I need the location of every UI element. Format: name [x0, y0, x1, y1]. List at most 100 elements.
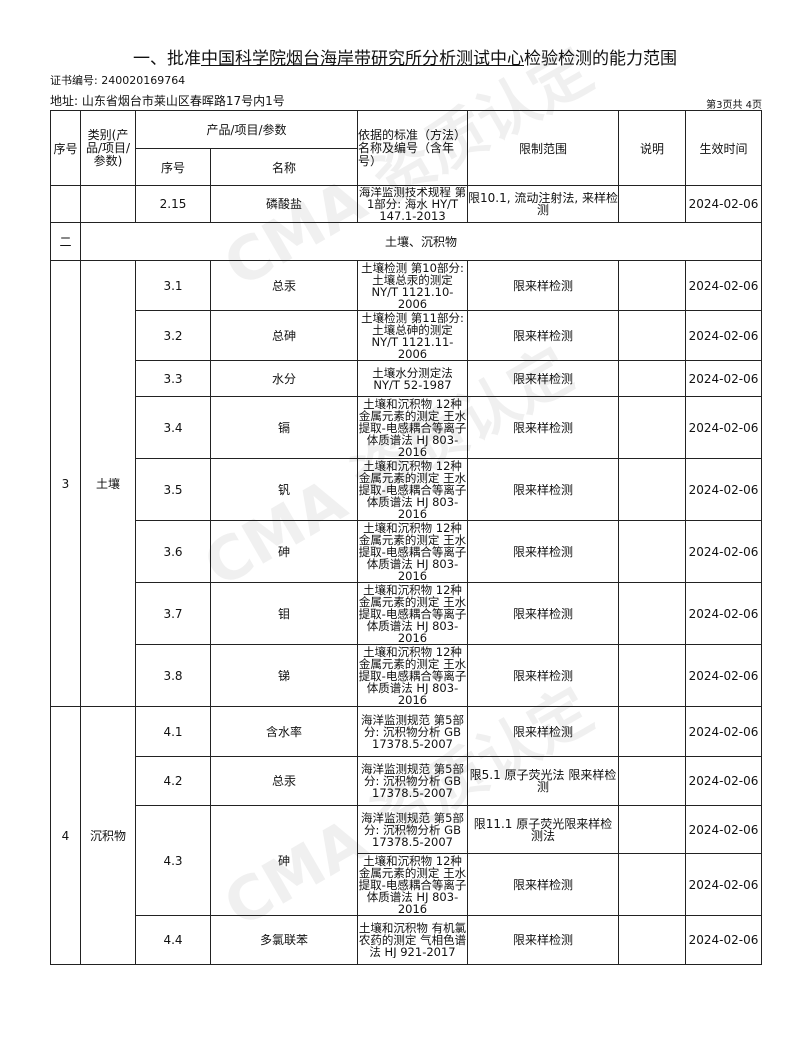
table-row: 3.4 镉土壤和沉积物 12种金属元素的测定 王水提取-电感耦合等离子体质谱法 H… [51, 396, 762, 459]
certificate-number: 证书编号: 240020169764 [50, 74, 186, 87]
item-standard: 土壤和沉积物 12种金属元素的测定 王水提取-电感耦合等离子体质谱法 HJ 80… [357, 520, 468, 583]
table-row: 4.2 总汞 海洋监测规范 第5部分: 沉积物分析 GB 17378.5-2007 限… [51, 756, 762, 806]
table-row: 4.4 多氯联苯 土壤和沉积物 有机氯农药的测定 气相色谱法 HJ 921-2017… [51, 915, 762, 965]
capability-table: 序号 类别(产品/项目/参数) 产品/项目/参数 依据的标准（方法）名称及编号（… [50, 110, 762, 965]
item-limit: 限11.1 原子荧光限来样检测法 [467, 805, 619, 854]
item-name: 锑 [210, 644, 358, 707]
page-title: 一、批准中国科学院烟台海岸带研究所分析测试中心检验检测的能力范围 [133, 49, 677, 69]
table-row: 3.6 砷土壤和沉积物 12种金属元素的测定 王水提取-电感耦合等离子体质谱法 H… [51, 520, 762, 583]
item-seq: 4.3 [135, 805, 211, 916]
item-note [618, 520, 686, 583]
item-seq: 2.15 [135, 185, 211, 223]
header-date: 生效时间 [685, 110, 762, 186]
table-row: 4.3 砷海洋监测规范 第5部分: 沉积物分析 GB 17378.5-2007 限1… [51, 805, 762, 916]
item-seq: 3.8 [135, 644, 211, 707]
item-name: 砷 [210, 805, 358, 916]
table-row: 3.5 钒土壤和沉积物 12种金属元素的测定 王水提取-电感耦合等离子体质谱法 H… [51, 458, 762, 521]
item-limit: 限10.1, 流动注射法, 来样检测 [467, 185, 619, 223]
group-category: 土壤 [80, 260, 136, 707]
item-name: 水分 [210, 360, 358, 397]
item-name: 镉 [210, 396, 358, 459]
item-name: 总汞 [210, 260, 358, 311]
item-seq: 3.7 [135, 582, 211, 645]
table-row: 3.8 锑土壤和沉积物 12种金属元素的测定 王水提取-电感耦合等离子体质谱法 H… [51, 644, 762, 707]
item-limit: 限来样检测 [467, 915, 619, 965]
organization-name: 中国科学院烟台海岸带研究所分析测试中心 [201, 49, 524, 69]
item-name: 总汞 [210, 756, 358, 806]
item-name: 多氯联苯 [210, 915, 358, 965]
group-seq: 3 [50, 260, 81, 707]
item-standard: 海洋监测技术规程 第1部分: 海水 HY/T 147.1-2013 [357, 185, 468, 223]
item-seq: 3.2 [135, 310, 211, 361]
item-name: 总砷 [210, 310, 358, 361]
item-note [618, 185, 686, 223]
item-limit: 限来样检测 [467, 706, 619, 757]
item-note [618, 915, 686, 965]
item-limit: 限来样检测 [467, 582, 619, 645]
item-limit: 限来样检测 [467, 396, 619, 459]
item-note [618, 260, 686, 311]
item-date: 2024-02-06 [685, 756, 762, 806]
group-seq [50, 185, 81, 223]
item-name: 砷 [210, 520, 358, 583]
item-limit: 限来样检测 [467, 853, 619, 916]
item-standard: 土壤和沉积物 有机氯农药的测定 气相色谱法 HJ 921-2017 [357, 915, 468, 965]
address: 地址: 山东省烟台市莱山区春晖路17号内1号 [50, 94, 285, 108]
item-standard: 土壤和沉积物 12种金属元素的测定 王水提取-电感耦合等离子体质谱法 HJ 80… [357, 458, 468, 521]
header-name: 名称 [210, 148, 358, 186]
table-row: 4 沉积物 4.1 含水率 海洋监测规范 第5部分: 沉积物分析 GB 17378.5-… [50, 706, 762, 965]
item-limit: 限来样检测 [467, 644, 619, 707]
item-seq: 4.2 [135, 756, 211, 806]
table-row: 3.7 钼土壤和沉积物 12种金属元素的测定 王水提取-电感耦合等离子体质谱法 H… [51, 582, 762, 645]
item-date: 2024-02-06 [685, 915, 762, 965]
header-standard: 依据的标准（方法）名称及编号（含年号） [357, 110, 468, 186]
item-note [618, 756, 686, 806]
item-note [618, 706, 686, 757]
item-note [618, 360, 686, 397]
item-limit: 限来样检测 [467, 260, 619, 311]
item-date: 2024-02-06 [685, 310, 762, 361]
item-standard: 土壤和沉积物 12种金属元素的测定 王水提取-电感耦合等离子体质谱法 HJ 80… [357, 396, 468, 459]
item-seq: 4.1 [135, 706, 211, 757]
header-sub-seq: 序号 [135, 148, 211, 186]
item-limit: 限来样检测 [467, 360, 619, 397]
item-seq: 3.4 [135, 396, 211, 459]
item-standard: 土壤和沉积物 12种金属元素的测定 王水提取-电感耦合等离子体质谱法 HJ 80… [357, 644, 468, 707]
item-standard: 土壤和沉积物 12种金属元素的测定 王水提取-电感耦合等离子体质谱法 HJ 80… [357, 853, 468, 916]
item-date: 2024-02-06 [685, 185, 762, 223]
table-row: 2.15 磷酸盐 海洋监测技术规程 第1部分: 海水 HY/T 147.1-2013… [50, 185, 762, 223]
item-date: 2024-02-06 [685, 644, 762, 707]
item-standard: 海洋监测规范 第5部分: 沉积物分析 GB 17378.5-2007 [357, 805, 468, 854]
item-seq: 3.5 [135, 458, 211, 521]
section-row: 二土壤、沉积物 [50, 222, 762, 261]
item-date: 2024-02-06 [685, 520, 762, 583]
item-date: 2024-02-06 [685, 582, 762, 645]
item-standard: 海洋监测规范 第5部分: 沉积物分析 GB 17378.5-2007 [357, 756, 468, 806]
item-date: 2024-02-06 [685, 260, 762, 311]
page-info: 第3页共 4页 [706, 100, 762, 111]
item-date: 2024-02-06 [685, 396, 762, 459]
item-note [618, 458, 686, 521]
item-name: 含水率 [210, 706, 358, 757]
item-standard: 土壤和沉积物 12种金属元素的测定 王水提取-电感耦合等离子体质谱法 HJ 80… [357, 582, 468, 645]
item-note [618, 805, 686, 854]
item-name: 磷酸盐 [210, 185, 358, 223]
item-date: 2024-02-06 [685, 360, 762, 397]
item-standard: 土壤检测 第10部分: 土壤总汞的测定 NY/T 1121.10-2006 [357, 260, 468, 311]
item-limit: 限来样检测 [467, 520, 619, 583]
item-date: 2024-02-06 [685, 458, 762, 521]
group-category: 沉积物 [80, 706, 136, 965]
item-seq: 3.6 [135, 520, 211, 583]
section-label: 土壤、沉积物 [80, 222, 762, 261]
item-seq: 3.1 [135, 260, 211, 311]
item-standard: 土壤检测 第11部分: 土壤总砷的测定 NY/T 1121.11-2006 [357, 310, 468, 361]
item-note [618, 396, 686, 459]
item-note [618, 310, 686, 361]
item-note [618, 853, 686, 916]
item-date: 2024-02-06 [685, 706, 762, 757]
item-limit: 限来样检测 [467, 458, 619, 521]
section-seq: 二 [50, 222, 81, 261]
item-date: 2024-02-06 [685, 853, 762, 916]
header-limit: 限制范围 [467, 110, 619, 186]
item-limit: 限5.1 原子荧光法 限来样检测 [467, 756, 619, 806]
